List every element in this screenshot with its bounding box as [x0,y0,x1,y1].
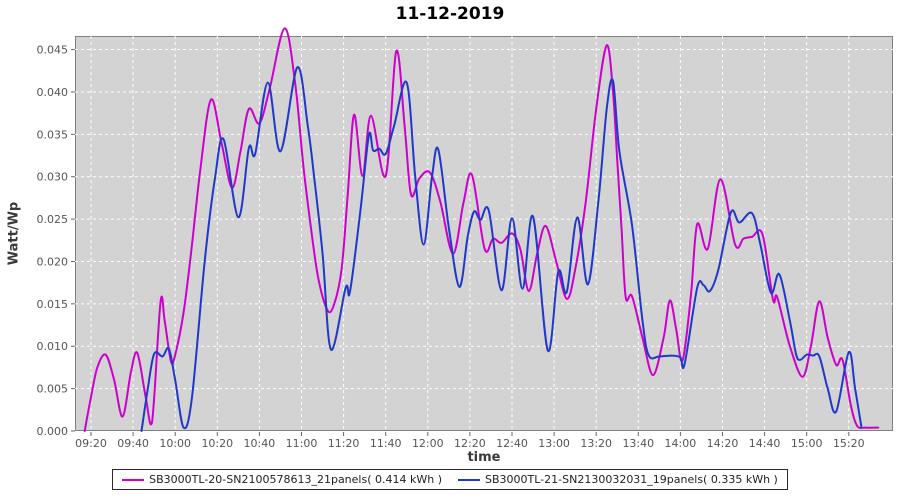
x-tick-label: 12:40 [496,437,528,450]
x-tick-label: 15:00 [791,437,823,450]
x-tick-label: 15:20 [833,437,865,450]
legend-item-series-1: SB3000TL-20-SN2100578613_21panels( 0.414… [122,473,442,486]
series-line-2 [140,66,863,432]
x-tick-label: 14:00 [665,437,697,450]
x-tick-label: 13:40 [622,437,654,450]
x-tick-label: 10:00 [159,437,191,450]
x-tick-label: 14:40 [749,437,781,450]
x-tick-label: 13:20 [580,437,612,450]
x-tick-label: 11:40 [370,437,402,450]
y-tick-label: 0.040 [37,86,69,99]
legend-box: SB3000TL-20-SN2100578613_21panels( 0.414… [112,469,788,490]
legend-item-series-2: SB3000TL-21-SN2130032031_19panels( 0.335… [458,473,778,486]
chart-title: 11-12-2019 [395,4,505,24]
y-tick-label: 0.010 [37,340,69,353]
x-tick-label: 11:20 [328,437,360,450]
x-tick-label: 10:20 [201,437,233,450]
y-tick-label: 0.025 [37,213,69,226]
y-tick-label: 0.005 [37,383,69,396]
legend: SB3000TL-20-SN2100578613_21panels( 0.414… [0,469,900,490]
x-tick-label: 13:00 [538,437,570,450]
series-2-label: SB3000TL-21-SN2130032031_19panels( 0.335… [485,473,778,486]
x-tick-label: 12:00 [412,437,444,450]
x-axis-title: time [467,450,501,465]
y-tick-label: 0.045 [37,44,69,57]
series-2-line-swatch [458,478,480,481]
y-tick-label: 0.015 [37,298,69,311]
x-tick-label: 09:20 [75,437,107,450]
series-1-line-swatch [122,478,145,481]
y-tick-label: 0.030 [37,171,69,184]
y-tick-label: 0.035 [37,128,69,141]
y-tick-label: 0.000 [37,425,69,438]
y-tick-label: 0.020 [37,255,69,268]
x-tick-label: 10:40 [244,437,276,450]
y-axis-title: Watt/Wp [6,201,22,266]
x-tick-label: 09:40 [117,437,149,450]
series-line-1 [83,27,880,432]
x-tick-label: 14:20 [707,437,739,450]
series-1-label: SB3000TL-20-SN2100578613_21panels( 0.414… [149,473,442,486]
x-tick-label: 11:00 [286,437,318,450]
x-tick-label: 12:20 [454,437,486,450]
